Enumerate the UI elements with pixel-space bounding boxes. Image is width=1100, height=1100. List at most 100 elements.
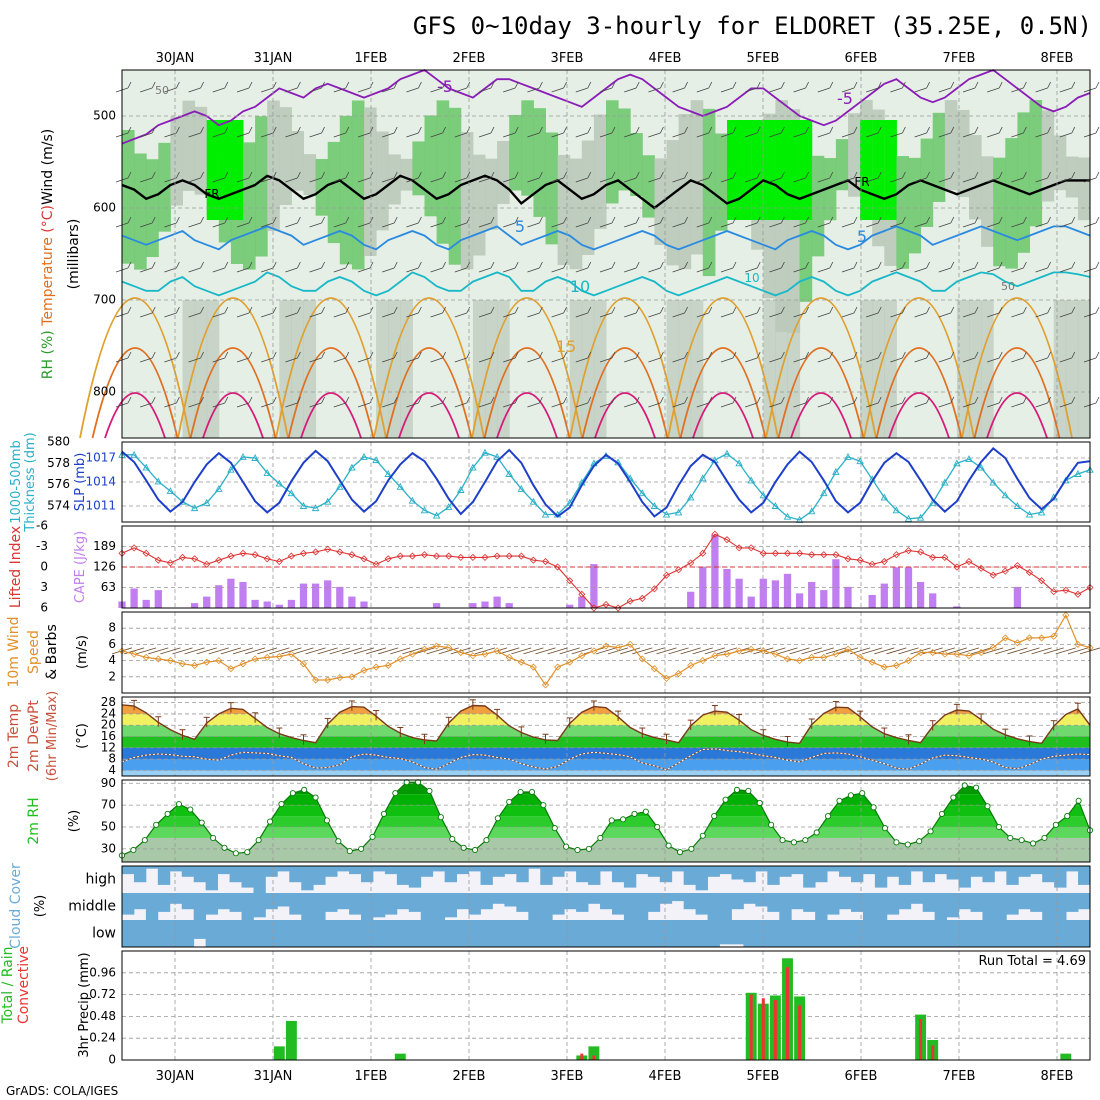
top-date-label: 6FEB xyxy=(845,51,878,66)
wind-barb xyxy=(624,132,637,138)
wind-barb-flag xyxy=(950,351,955,359)
wind-barb xyxy=(293,647,314,655)
wind-barb xyxy=(357,267,371,273)
cloud-bar xyxy=(1030,866,1043,875)
wind-barb xyxy=(1035,312,1048,318)
cape-bar xyxy=(481,601,489,608)
rh-point xyxy=(870,804,877,811)
rh-band xyxy=(267,100,280,231)
wind-speed-point xyxy=(687,661,695,670)
cape-bar xyxy=(566,604,574,608)
wind-speed-point xyxy=(1062,611,1070,619)
rh-band xyxy=(122,837,1090,862)
rh-point xyxy=(756,799,763,807)
rh-point xyxy=(733,786,741,793)
cloud-bar xyxy=(874,866,888,888)
rh-band xyxy=(618,108,631,191)
wind-barb-flag xyxy=(1047,81,1051,89)
cloud-bar xyxy=(886,893,900,915)
wind-barb-flag xyxy=(732,126,737,134)
wind-barb xyxy=(353,647,375,655)
date-axes: 30JAN30JAN31JAN31JAN1FEB1FEB2FEB2FEB3FEB… xyxy=(156,51,1074,1084)
wind-barb-flag xyxy=(272,306,277,314)
wind-speed-point xyxy=(747,645,755,653)
wind-barb xyxy=(378,647,399,655)
wind-barb xyxy=(333,267,346,273)
lifted-point xyxy=(880,557,888,566)
rh-lower-band xyxy=(860,300,873,438)
cloud-bar xyxy=(241,920,254,947)
label-part: (m/s) xyxy=(40,129,56,170)
wind-barb xyxy=(140,87,153,93)
wind-speed-point xyxy=(433,642,441,650)
cloud-bar xyxy=(1042,920,1055,947)
warm-contour xyxy=(189,347,277,439)
cloud-bar xyxy=(850,893,864,912)
wind-barb xyxy=(430,222,443,228)
thickness-point xyxy=(989,478,997,486)
rh-point xyxy=(380,810,387,817)
cape-bar xyxy=(336,586,344,608)
wind-barb-flag xyxy=(272,216,277,224)
wind-barb xyxy=(454,222,467,228)
rh-moist-band xyxy=(218,120,232,220)
rh-band xyxy=(122,794,1090,806)
wind-barb-flag xyxy=(998,216,1003,224)
wind-barb xyxy=(672,267,685,273)
thickness-point xyxy=(686,493,695,501)
wind-speed-point xyxy=(263,653,271,661)
cloud-bar xyxy=(181,866,195,877)
rh-lower-band xyxy=(884,300,897,438)
thickness-point xyxy=(735,459,743,467)
wind-barb xyxy=(527,402,540,408)
wind-barb xyxy=(212,132,225,138)
cloud-bar xyxy=(731,920,744,945)
cloud-bar xyxy=(576,893,589,912)
cloud-bar xyxy=(564,893,577,910)
wind-barb xyxy=(382,87,395,93)
wind-barb xyxy=(575,267,588,273)
rh-band xyxy=(339,115,353,265)
cloud-bar xyxy=(361,920,374,947)
thickness-point xyxy=(202,498,211,506)
wind-barb xyxy=(551,132,564,138)
cloud-bar xyxy=(372,866,386,872)
cloud-bar xyxy=(157,920,171,947)
wind-barb xyxy=(454,357,467,363)
temp-tick-label: 12 xyxy=(101,740,116,754)
rh-band xyxy=(666,140,680,266)
cloud-bar xyxy=(217,866,230,875)
wind-barb-flag xyxy=(829,126,834,134)
top-date-label: 2FEB xyxy=(453,51,486,66)
wind-barb xyxy=(1035,132,1048,138)
wind-barb xyxy=(261,312,274,318)
wind-barb-flag xyxy=(708,261,713,269)
wind-barb-flag xyxy=(926,261,930,269)
cape-bar xyxy=(953,606,961,608)
wind-barb xyxy=(285,177,298,183)
wind-barb-flag xyxy=(418,261,422,269)
rh-point xyxy=(210,834,217,841)
wind-barb-flag xyxy=(1071,216,1076,224)
title-group: GFS 0~10day 3-hourly for ELDORET (35.25E… xyxy=(413,12,1092,40)
wind-barb xyxy=(478,267,492,273)
wind-barb-flag xyxy=(393,171,398,179)
rh-point xyxy=(995,823,1002,831)
wind-barb-flag xyxy=(418,306,422,314)
wind-barb xyxy=(1059,267,1072,273)
wind-barb-flag xyxy=(224,261,229,269)
wind-barb xyxy=(357,402,371,408)
precip-conv-bar xyxy=(749,994,753,1060)
wind-barb xyxy=(382,222,395,228)
wind-barb xyxy=(164,222,177,228)
cloud-bar xyxy=(253,866,266,893)
cloud-bar xyxy=(540,893,553,920)
wind-barb xyxy=(575,357,588,363)
wind-barb xyxy=(188,267,201,273)
wind-barb-flag xyxy=(1047,261,1051,269)
wind-barb-flag xyxy=(902,306,906,314)
cloud-bar xyxy=(492,920,505,947)
wind-barb-flag xyxy=(853,171,858,179)
wind-barb-flag xyxy=(902,126,906,134)
rh-lower-band xyxy=(787,300,801,438)
